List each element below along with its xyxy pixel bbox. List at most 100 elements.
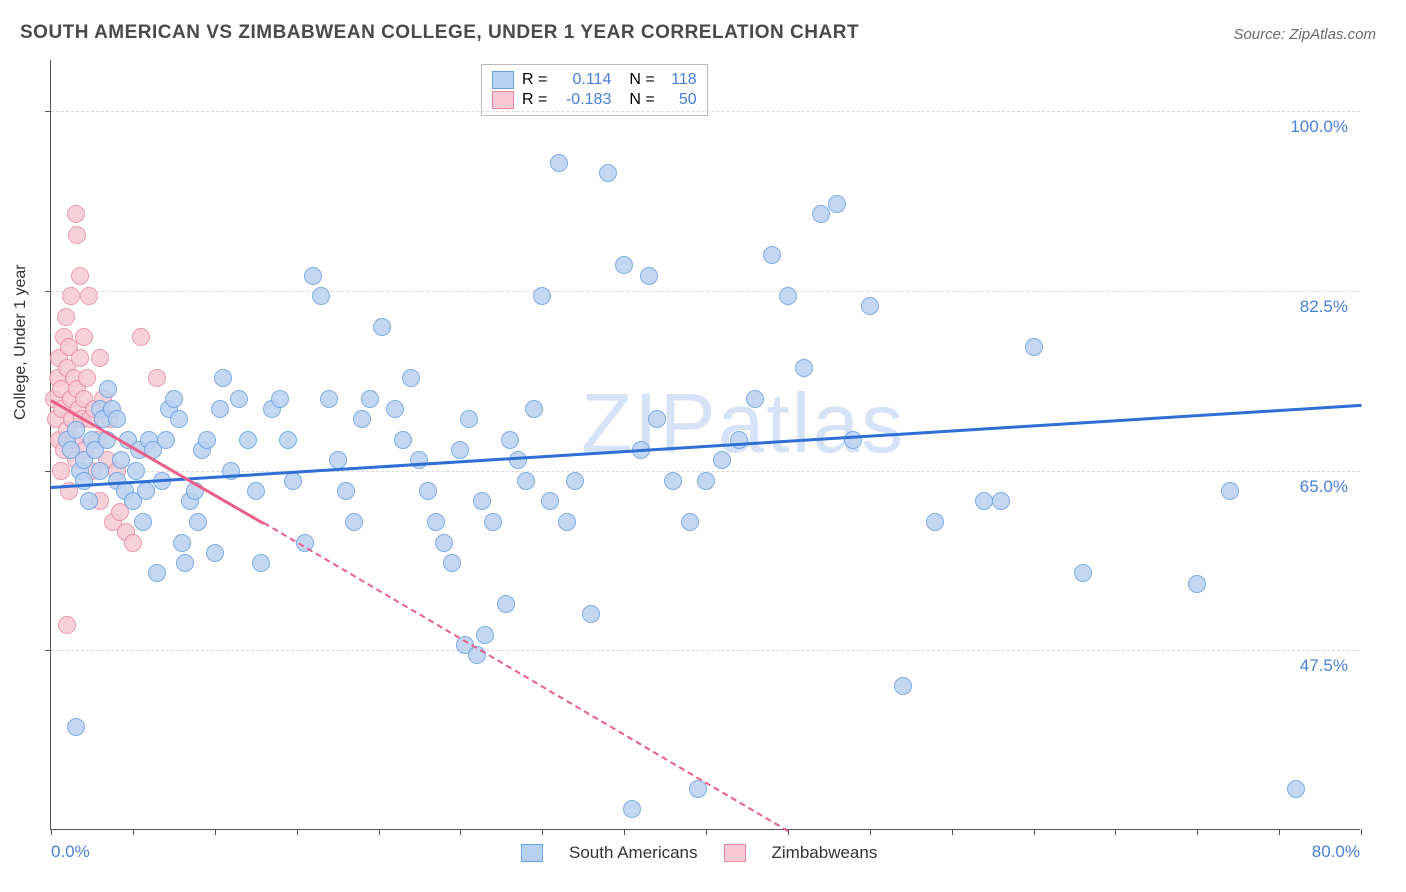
y-tick (45, 111, 51, 112)
point-south-american (170, 410, 188, 428)
point-south-american (861, 297, 879, 315)
point-south-american (640, 267, 658, 285)
point-south-american (533, 287, 551, 305)
y-axis-label: College, Under 1 year (12, 264, 30, 420)
n-label: N = (629, 91, 654, 109)
n-value-1: 118 (663, 71, 697, 89)
point-south-american (271, 390, 289, 408)
point-south-american (1188, 575, 1206, 593)
point-south-american (476, 626, 494, 644)
point-south-american (599, 164, 617, 182)
point-zimbabwean (68, 226, 86, 244)
point-south-american (67, 718, 85, 736)
point-south-american (473, 492, 491, 510)
point-south-american (746, 390, 764, 408)
x-tick (1279, 829, 1280, 835)
y-tick-label: 47.5% (1300, 656, 1348, 676)
point-south-american (1074, 564, 1092, 582)
point-south-american (320, 390, 338, 408)
point-south-american (828, 195, 846, 213)
watermark: ZIPatlas (581, 375, 905, 472)
x-tick (542, 829, 543, 835)
point-zimbabwean (67, 205, 85, 223)
stats-row-1: R = 0.114 N = 118 (492, 71, 697, 89)
stats-row-2: R = -0.183 N = 50 (492, 91, 697, 109)
point-south-american (402, 369, 420, 387)
point-zimbabwean (75, 328, 93, 346)
point-south-american (517, 472, 535, 490)
point-south-american (435, 534, 453, 552)
x-tick (215, 829, 216, 835)
point-south-american (284, 472, 302, 490)
point-south-american (615, 256, 633, 274)
y-tick-label: 100.0% (1290, 117, 1348, 137)
point-south-american (91, 462, 109, 480)
point-south-american (509, 451, 527, 469)
point-south-american (386, 400, 404, 418)
x-tick (51, 829, 52, 835)
y-tick (45, 291, 51, 292)
swatch-series-2 (492, 91, 514, 109)
x-tick (133, 829, 134, 835)
point-south-american (206, 544, 224, 562)
point-south-american (697, 472, 715, 490)
n-label: N = (629, 71, 654, 89)
x-tick-label: 0.0% (51, 842, 90, 862)
point-south-american (189, 513, 207, 531)
point-south-american (148, 564, 166, 582)
gridline (51, 111, 1360, 112)
point-zimbabwean (57, 308, 75, 326)
point-south-american (211, 400, 229, 418)
point-south-american (173, 534, 191, 552)
trend-line (263, 522, 788, 832)
point-south-american (312, 287, 330, 305)
stats-legend: R = 0.114 N = 118 R = -0.183 N = 50 (481, 64, 708, 116)
point-south-american (137, 482, 155, 500)
point-south-american (443, 554, 461, 572)
r-value-1: 0.114 (555, 71, 611, 89)
x-tick (624, 829, 625, 835)
point-zimbabwean (62, 287, 80, 305)
point-zimbabwean (58, 616, 76, 634)
point-south-american (304, 267, 322, 285)
point-south-american (550, 154, 568, 172)
x-tick (1197, 829, 1198, 835)
gridline (51, 650, 1360, 651)
r-value-2: -0.183 (555, 91, 611, 109)
point-south-american (252, 554, 270, 572)
swatch-series-1 (492, 71, 514, 89)
point-zimbabwean (71, 349, 89, 367)
point-zimbabwean (71, 267, 89, 285)
x-tick (952, 829, 953, 835)
point-zimbabwean (124, 534, 142, 552)
point-south-american (165, 390, 183, 408)
point-south-american (558, 513, 576, 531)
point-south-american (779, 287, 797, 305)
point-south-american (648, 410, 666, 428)
point-south-american (427, 513, 445, 531)
scatter-plot: ZIPatlas R = 0.114 N = 118 R = -0.183 N … (50, 60, 1360, 830)
series-legend: South Americans Zimbabweans (521, 843, 877, 863)
x-tick (870, 829, 871, 835)
point-south-american (1221, 482, 1239, 500)
x-tick (1361, 829, 1362, 835)
point-south-american (345, 513, 363, 531)
x-tick-label: 80.0% (1312, 842, 1360, 862)
point-south-american (353, 410, 371, 428)
point-south-american (361, 390, 379, 408)
point-south-american (582, 605, 600, 623)
point-south-american (525, 400, 543, 418)
point-south-american (926, 513, 944, 531)
point-south-american (894, 677, 912, 695)
point-south-american (681, 513, 699, 531)
series-1-name: South Americans (569, 843, 698, 863)
point-south-american (410, 451, 428, 469)
point-south-american (214, 369, 232, 387)
source-label: Source: ZipAtlas.com (1233, 26, 1376, 43)
point-south-american (419, 482, 437, 500)
point-south-american (134, 513, 152, 531)
point-south-american (451, 441, 469, 459)
point-south-american (623, 800, 641, 818)
point-south-american (541, 492, 559, 510)
point-zimbabwean (80, 287, 98, 305)
